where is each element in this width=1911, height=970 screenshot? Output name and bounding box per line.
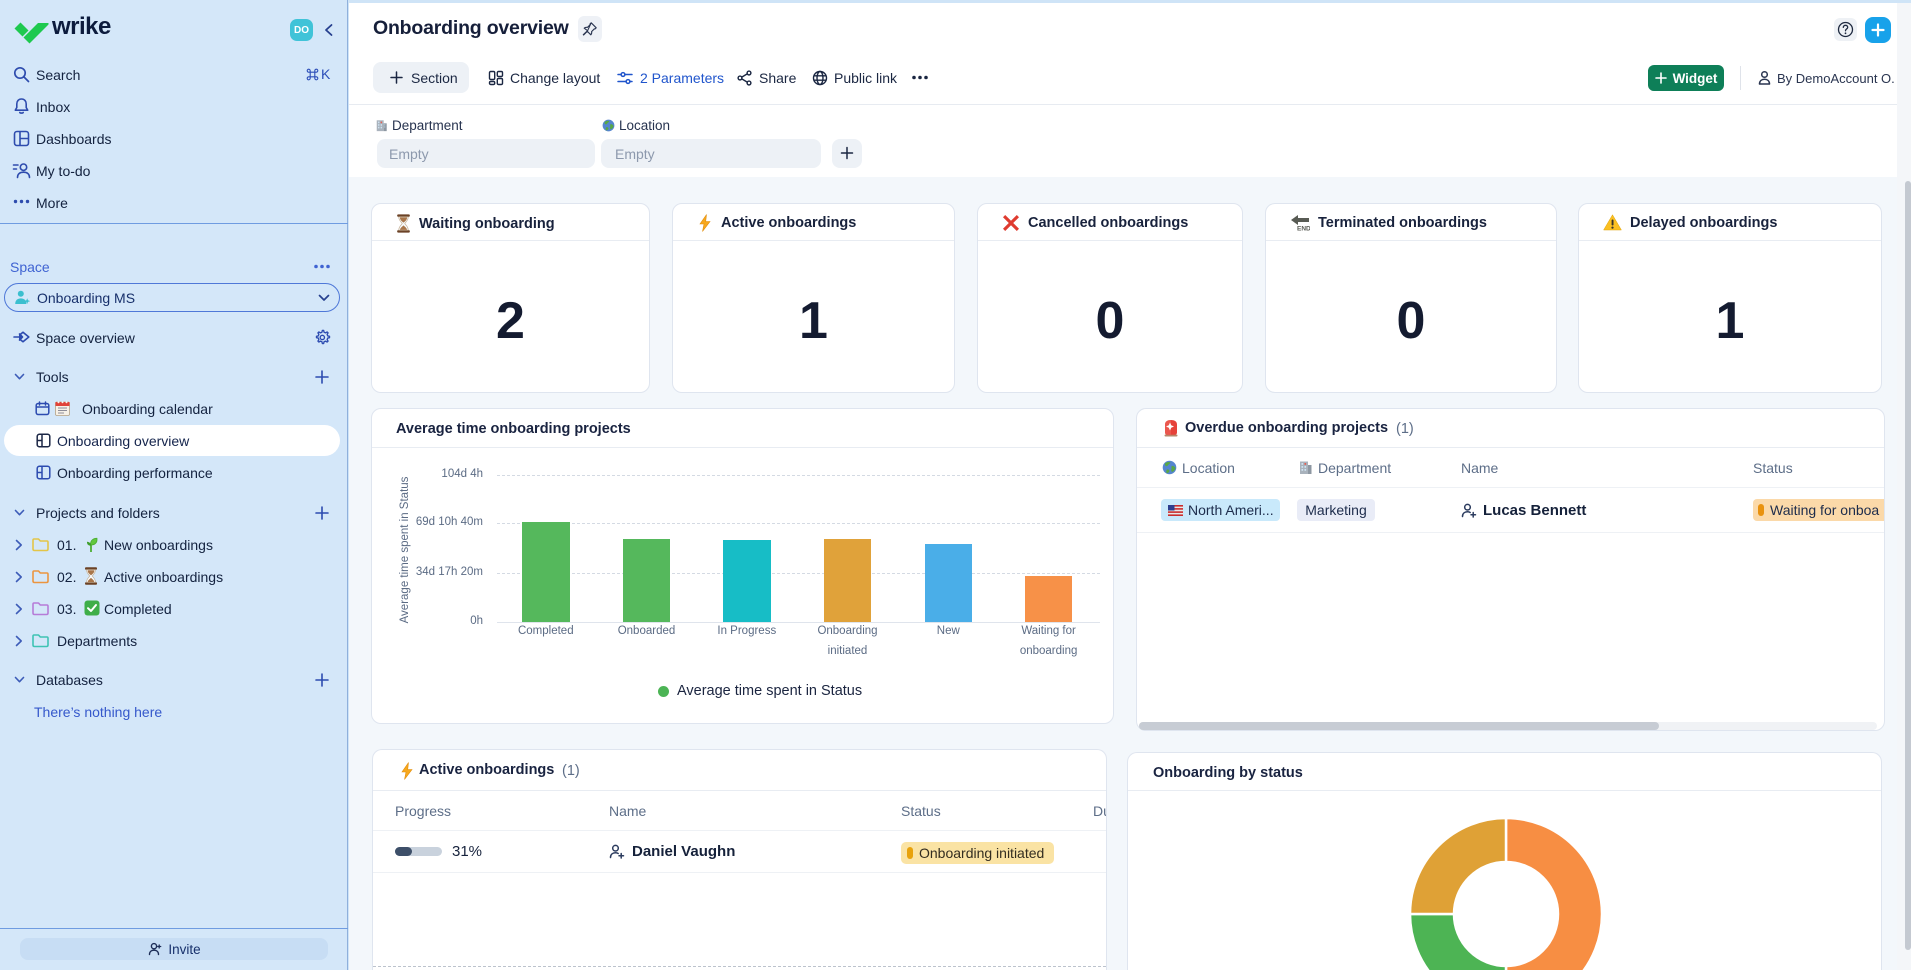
svg-text:END: END [1297, 226, 1310, 232]
